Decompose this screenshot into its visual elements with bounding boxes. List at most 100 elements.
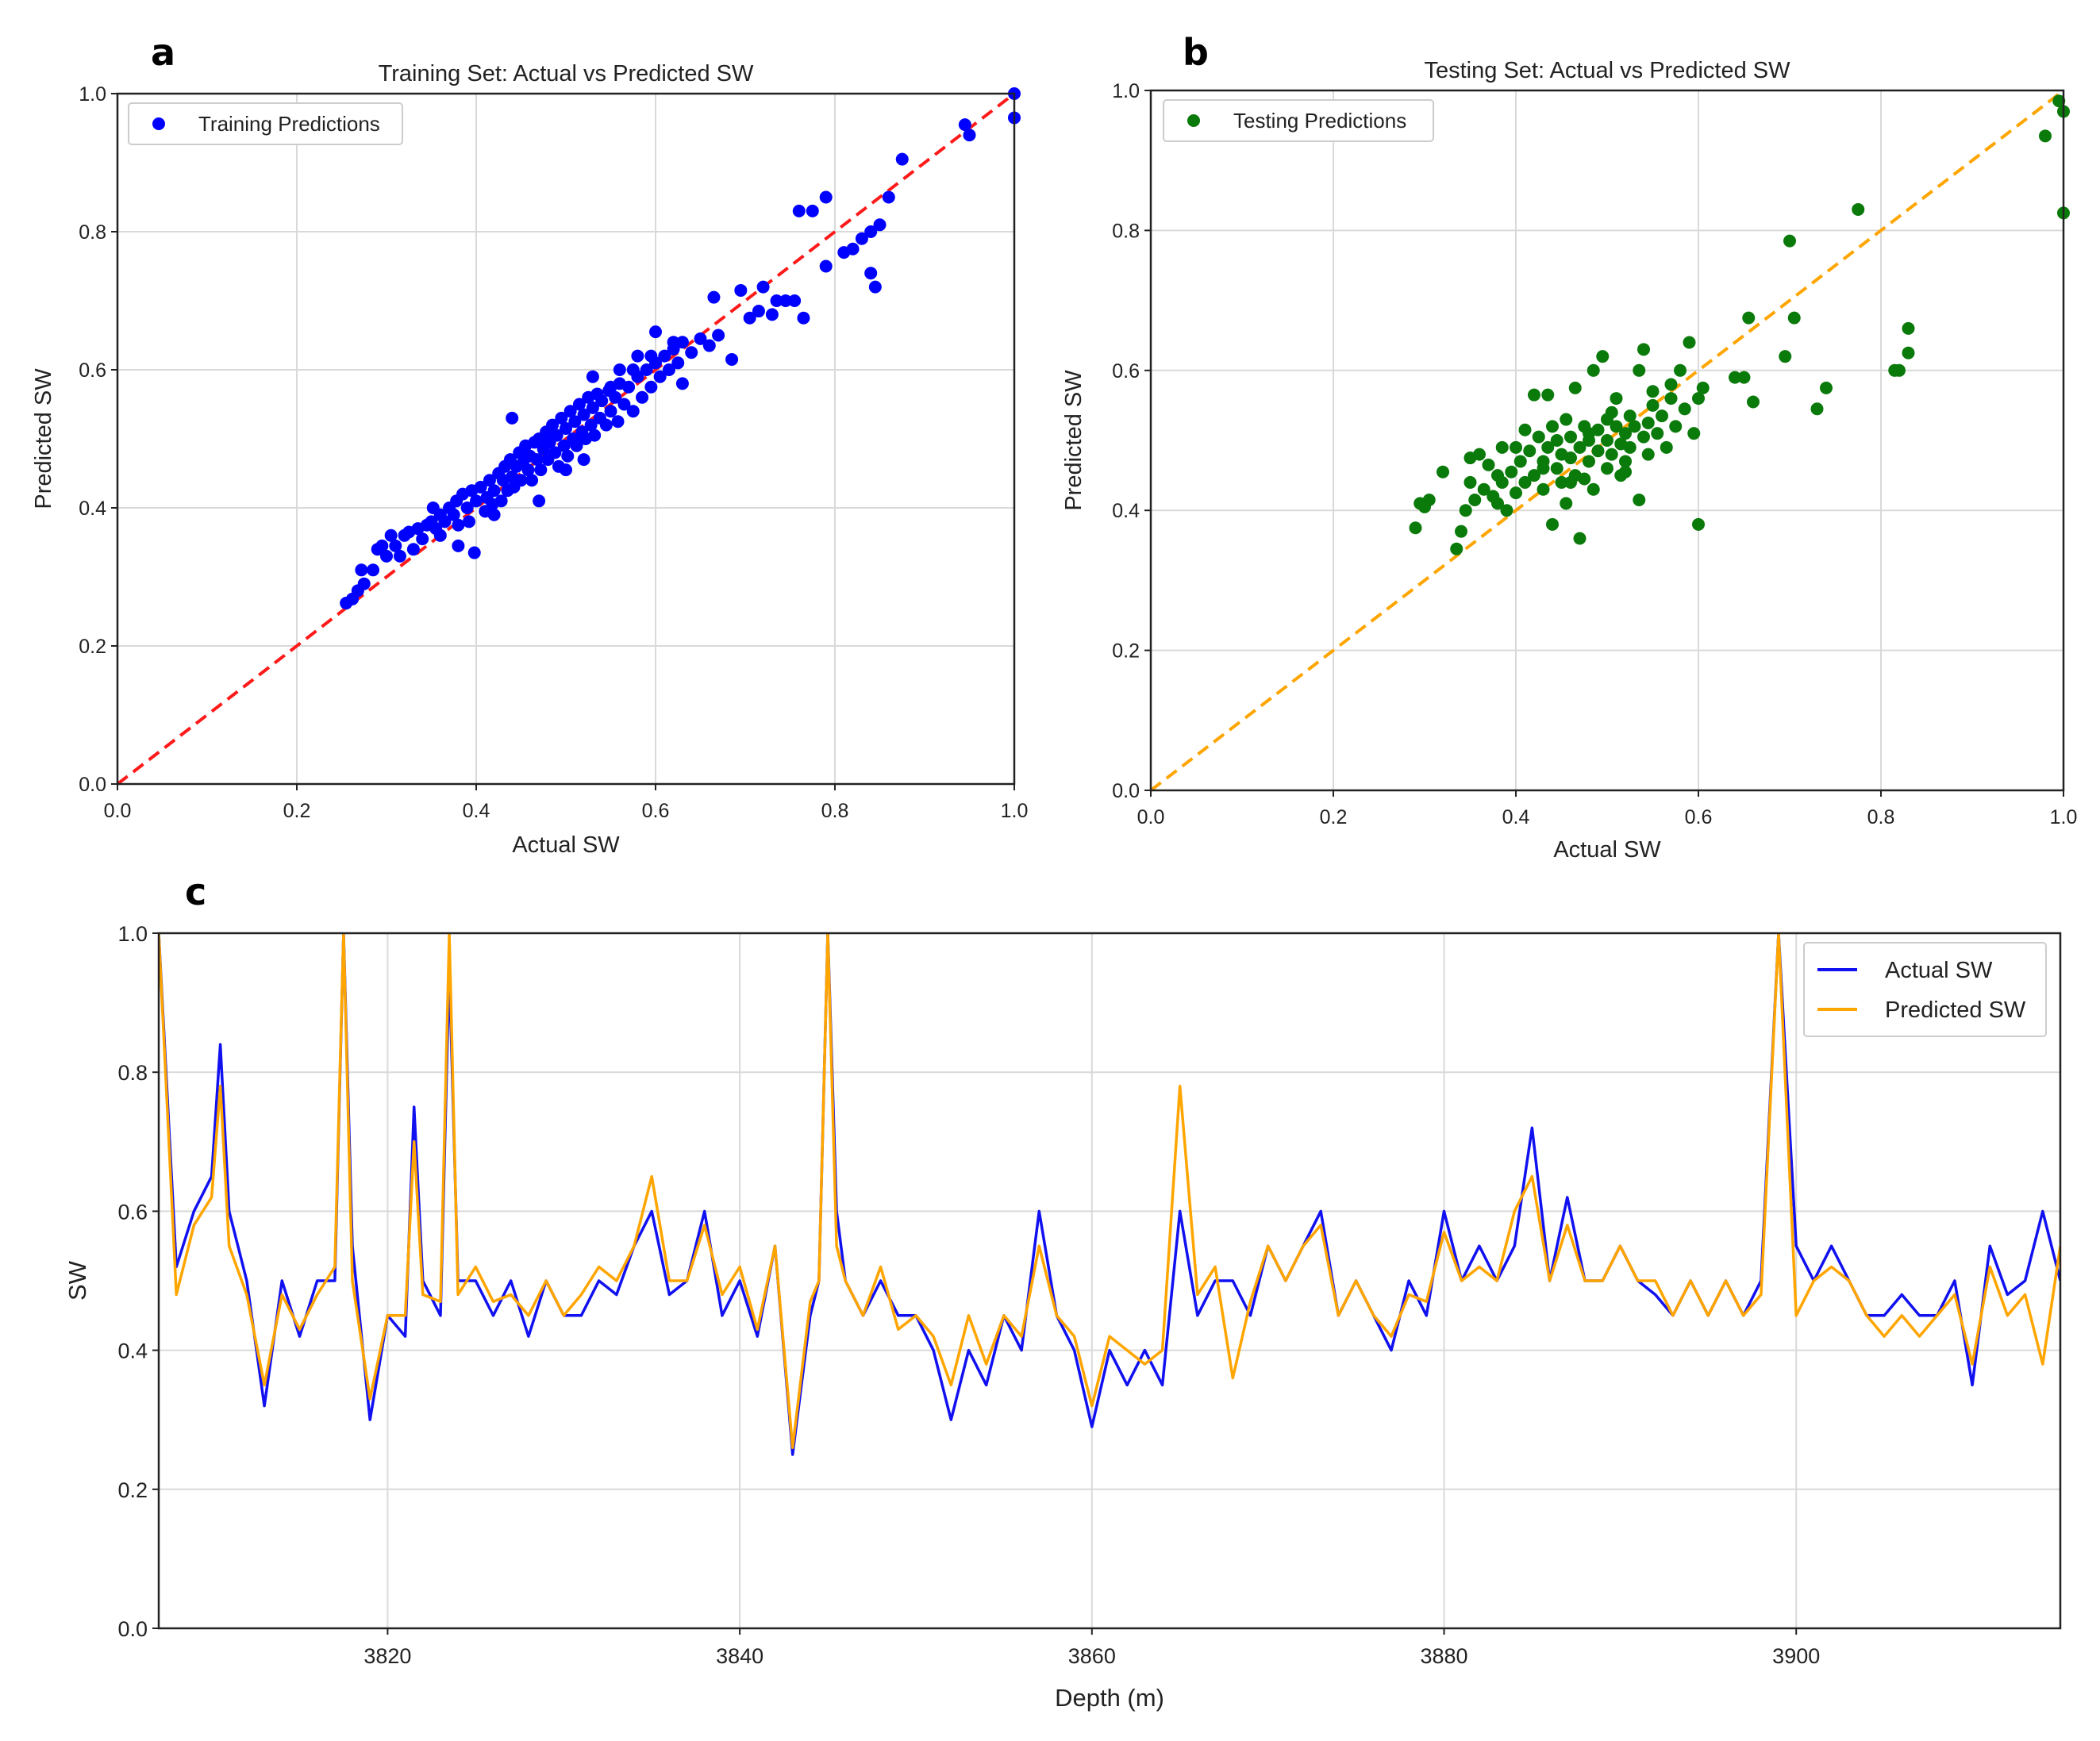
data-point: [1651, 427, 1664, 440]
data-point: [357, 577, 371, 590]
data-point: [702, 339, 716, 352]
data-point: [1641, 416, 1655, 429]
data-point: [586, 401, 599, 414]
y-tick-label: 0.0: [79, 774, 106, 796]
data-point: [1573, 440, 1587, 454]
data-point: [557, 439, 571, 452]
chart-b-points: [1409, 94, 2070, 555]
data-point: [1729, 371, 1741, 384]
data-point: [1455, 525, 1467, 538]
data-point: [1564, 430, 1577, 444]
data-point: [1477, 482, 1490, 496]
data-point: [599, 418, 613, 432]
data-point: [1623, 440, 1637, 454]
chart-a-points: [340, 87, 1021, 610]
data-point: [483, 474, 496, 487]
y-tick-label: 0.2: [1112, 640, 1140, 663]
chart-b-xlabel: Actual SW: [1553, 837, 1661, 863]
data-point: [734, 283, 748, 297]
data-point: [1902, 321, 1915, 335]
data-point: [588, 429, 602, 442]
data-point: [452, 539, 465, 552]
data-point: [1623, 409, 1637, 423]
data-point: [1564, 475, 1577, 489]
y-tick-label: 1.0: [1112, 80, 1140, 102]
data-point: [958, 118, 971, 132]
data-point: [1619, 455, 1632, 468]
chart-b-legend-label: Testing Predictions: [1233, 109, 1406, 133]
chart-a-x-ticks: 0.0 0.2 0.4 0.6 0.8 1.0: [104, 784, 1028, 822]
data-point: [1628, 420, 1641, 433]
data-point: [1692, 392, 1705, 405]
data-point: [1601, 434, 1613, 447]
data-point: [855, 232, 868, 245]
data-point: [1783, 234, 1796, 248]
data-point: [617, 398, 631, 411]
x-tick-label: 3820: [363, 1644, 411, 1668]
data-point: [1810, 402, 1824, 416]
data-point: [765, 308, 779, 321]
data-point: [1660, 440, 1673, 454]
y-tick-label: 0.4: [79, 498, 106, 520]
data-point: [1528, 469, 1540, 482]
data-point: [788, 294, 802, 307]
data-point: [367, 563, 380, 577]
data-point: [640, 363, 653, 376]
data-point: [1537, 482, 1550, 496]
data-point: [1583, 455, 1595, 468]
data-point: [563, 405, 577, 418]
data-point: [521, 463, 535, 477]
x-tick-label: 0.6: [1685, 806, 1713, 828]
chart-c-legend: Actual SW Predicted SW: [1803, 942, 2047, 1037]
data-point: [846, 242, 860, 256]
data-point: [1518, 423, 1532, 436]
data-point: [1541, 388, 1555, 402]
data-point: [462, 515, 475, 528]
data-point: [1564, 452, 1577, 465]
data-point: [779, 294, 792, 307]
chart-c-frame: [157, 932, 2062, 1630]
data-point: [604, 380, 617, 394]
data-point: [1510, 440, 1522, 454]
y-tick-label: 0.8: [117, 1061, 148, 1085]
x-tick-label: 0.0: [1137, 806, 1165, 828]
data-point: [1605, 448, 1618, 461]
data-point: [1664, 378, 1678, 391]
data-point: [530, 453, 544, 467]
chart-c-xlabel: Depth (m): [1055, 1684, 1164, 1712]
chart-c-legend-box: [1803, 942, 2047, 1037]
data-point: [1550, 462, 1563, 475]
data-point: [1747, 395, 1760, 409]
data-point: [1505, 465, 1518, 478]
chart-a-reference-line-group: [116, 92, 1016, 786]
data-point: [1463, 475, 1477, 489]
data-point: [1437, 465, 1449, 478]
data-point: [1610, 420, 1623, 433]
x-tick-label: 1.0: [2050, 806, 2078, 828]
data-point: [1450, 542, 1463, 555]
chart-a-legend-label: Training Predictions: [198, 112, 380, 136]
chart-c-ylabel: SW: [63, 1260, 91, 1301]
x-tick-label: 0.0: [104, 800, 132, 822]
data-point: [568, 415, 582, 429]
data-point: [1601, 413, 1613, 426]
data-point: [555, 411, 568, 425]
y-tick-label: 1.0: [79, 83, 106, 106]
chart-c-y-ticks: 0.0 0.2 0.4 0.6 0.8 1.0: [117, 922, 159, 1641]
data-point: [1518, 475, 1532, 489]
y-tick-label: 0.2: [79, 636, 106, 658]
data-point: [1459, 504, 1472, 517]
data-point: [1669, 420, 1683, 433]
data-point: [609, 390, 622, 404]
chart-a-legend-marker: [152, 117, 165, 130]
data-point: [389, 539, 402, 552]
chart-b-title: Testing Set: Actual vs Predicted SW: [1425, 58, 1791, 83]
data-point: [1587, 482, 1600, 496]
data-point: [1560, 497, 1573, 510]
data-point: [494, 494, 508, 508]
data-point: [1596, 350, 1610, 363]
data-point: [1737, 371, 1751, 384]
data-point: [1546, 420, 1559, 433]
y-tick-label: 0.4: [1112, 500, 1140, 522]
data-point: [1637, 343, 1650, 356]
